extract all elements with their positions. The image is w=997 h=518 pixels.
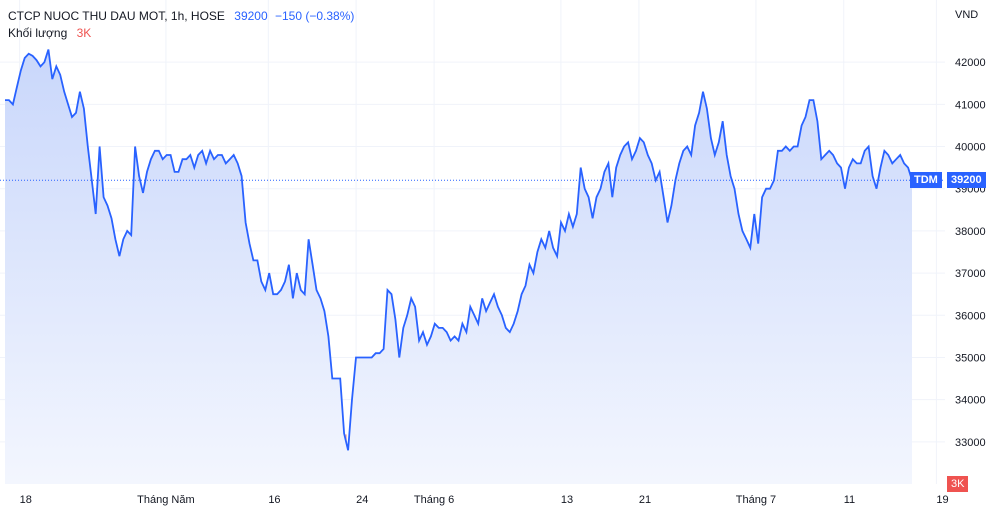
x-tick-label: Tháng Năm: [137, 494, 194, 506]
x-tick-label: Tháng 7: [736, 494, 776, 506]
y-tick-label: 38000: [955, 226, 986, 238]
y-tick-label: 33000: [955, 437, 986, 449]
price-badge: 39200: [947, 172, 986, 188]
x-tick-label: Tháng 6: [414, 494, 454, 506]
y-tick-label: 41000: [955, 99, 986, 111]
volume-label: Khối lượng: [8, 26, 68, 40]
y-tick-label: 36000: [955, 310, 986, 322]
chart-legend: CTCP NUOC THU DAU MOT, 1h, HOSE 39200 −1…: [8, 8, 354, 25]
x-tick-label: 24: [356, 494, 368, 506]
last-price: 39200: [234, 9, 268, 23]
y-axis: 3300034000350003600037000380003900040000…: [955, 57, 986, 449]
x-axis: 18 Tháng Năm 16 24 Tháng 6 13 21 Tháng 7 11 19: [20, 494, 949, 506]
x-tick-label: 19: [936, 494, 948, 506]
volume-badge: 3K: [947, 476, 969, 492]
x-tick-label: 18: [20, 494, 32, 506]
price-area: [5, 49, 912, 484]
y-tick-label: 34000: [955, 395, 986, 407]
y-tick-label: 35000: [955, 352, 986, 364]
y-tick-label: 37000: [955, 268, 986, 280]
x-tick-label: 21: [639, 494, 651, 506]
currency-unit: VND: [955, 9, 979, 21]
symbol-title: CTCP NUOC THU DAU MOT, 1h, HOSE: [8, 9, 225, 23]
y-tick-label: 40000: [955, 142, 986, 154]
x-tick-label: 13: [561, 494, 573, 506]
x-tick-label: 11: [844, 494, 855, 506]
price-line: [5, 49, 913, 451]
price-change: −150 (−0.38%): [274, 9, 355, 23]
x-tick-label: 16: [268, 494, 280, 506]
volume-value: 3K: [76, 26, 92, 40]
volume-legend: Khối lượng 3K: [8, 26, 91, 40]
y-tick-label: 42000: [955, 57, 986, 69]
ticker-badge: TDM: [910, 172, 942, 188]
